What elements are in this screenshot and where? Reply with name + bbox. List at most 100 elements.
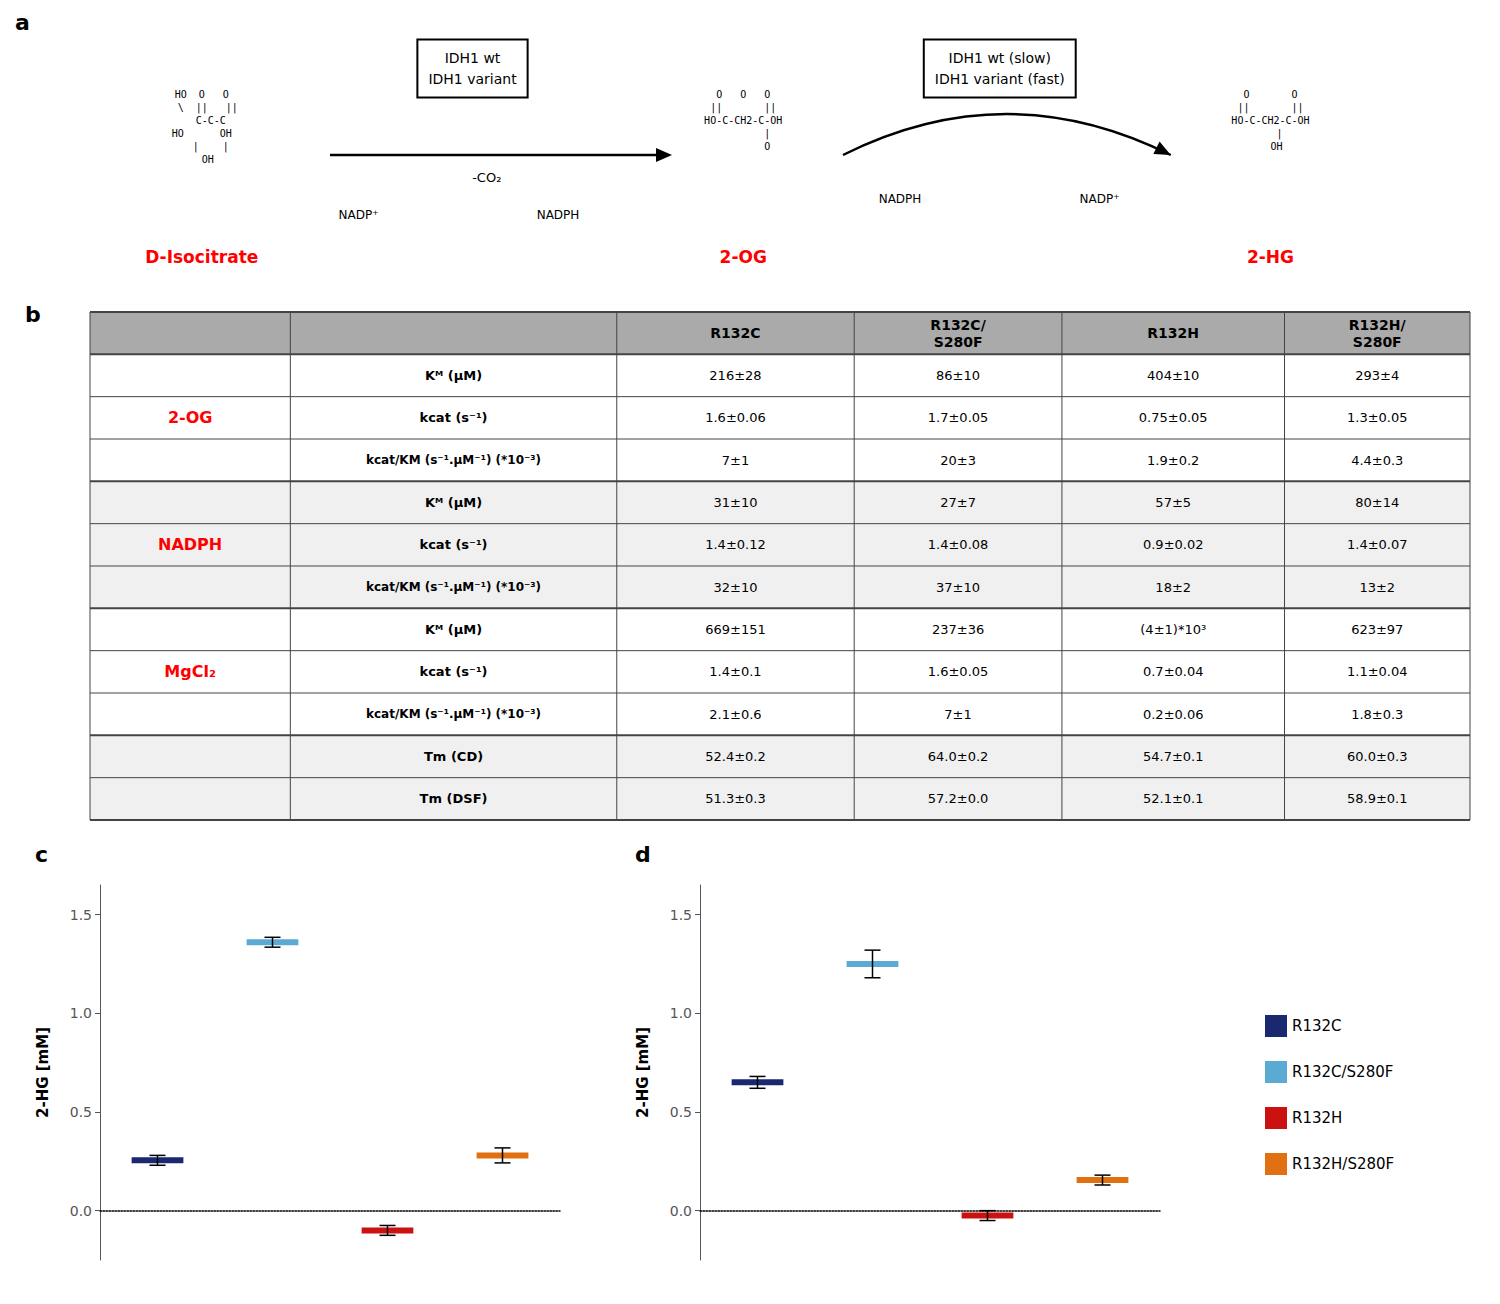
svg-text:4.4±0.3: 4.4±0.3 [1351, 453, 1403, 468]
svg-text:20±3: 20±3 [940, 453, 976, 468]
svg-text:Kᴹ (μM): Kᴹ (μM) [425, 622, 482, 637]
svg-text:R132H/S280F: R132H/S280F [1292, 1155, 1394, 1173]
svg-text:0.0: 0.0 [70, 1203, 92, 1219]
svg-text:27±7: 27±7 [940, 495, 976, 510]
svg-text:O O: O O [1243, 89, 1297, 100]
svg-text:NADP⁺: NADP⁺ [1080, 192, 1120, 206]
svg-text:S280F: S280F [934, 334, 983, 350]
svg-text:0.2±0.06: 0.2±0.06 [1143, 707, 1204, 722]
svg-text:MgCl₂: MgCl₂ [164, 662, 216, 681]
svg-text:HO OH: HO OH [172, 128, 232, 139]
svg-text:HO O O: HO O O [175, 89, 229, 100]
svg-text:57.2±0.0: 57.2±0.0 [928, 791, 989, 806]
svg-text:Tm (DSF): Tm (DSF) [420, 791, 488, 806]
svg-text:R132C/: R132C/ [930, 317, 986, 333]
svg-text:51.3±0.3: 51.3±0.3 [705, 791, 766, 806]
svg-text:52.4±0.2: 52.4±0.2 [705, 749, 766, 764]
svg-text:1.0: 1.0 [70, 1005, 92, 1021]
svg-text:|: | [1258, 128, 1282, 140]
svg-text:216±28: 216±28 [709, 368, 761, 383]
svg-text:293±4: 293±4 [1355, 368, 1399, 383]
svg-text:57±5: 57±5 [1155, 495, 1191, 510]
svg-text:623±97: 623±97 [1351, 622, 1403, 637]
svg-text:OH: OH [1258, 141, 1282, 152]
svg-text:669±151: 669±151 [705, 622, 766, 637]
svg-text:32±10: 32±10 [713, 580, 757, 595]
svg-text:0.9±0.02: 0.9±0.02 [1143, 537, 1204, 552]
svg-text:kcat/KM (s⁻¹.μM⁻¹) (*10⁻³): kcat/KM (s⁻¹.μM⁻¹) (*10⁻³) [366, 453, 541, 467]
svg-text:31±10: 31±10 [713, 495, 757, 510]
svg-text:37±10: 37±10 [936, 580, 980, 595]
svg-text:NADP⁺: NADP⁺ [339, 208, 379, 222]
svg-text:\ || ||: \ || || [166, 102, 238, 114]
svg-text:NADPH: NADPH [537, 208, 580, 222]
svg-text:80±14: 80±14 [1355, 495, 1399, 510]
svg-text:1.4±0.07: 1.4±0.07 [1347, 537, 1408, 552]
svg-text:IDH1 variant (fast): IDH1 variant (fast) [935, 71, 1065, 87]
svg-text:7±1: 7±1 [944, 707, 971, 722]
svg-text:Kᴹ (μM): Kᴹ (μM) [425, 495, 482, 510]
svg-text:2-OG: 2-OG [168, 408, 213, 427]
svg-text:-CO₂: -CO₂ [472, 170, 501, 185]
svg-text:(4±1)*10³: (4±1)*10³ [1140, 622, 1206, 637]
svg-text:86±10: 86±10 [936, 368, 980, 383]
svg-text:1.6±0.06: 1.6±0.06 [705, 410, 766, 425]
svg-text:404±10: 404±10 [1147, 368, 1199, 383]
svg-text:kcat/KM (s⁻¹.μM⁻¹) (*10⁻³): kcat/KM (s⁻¹.μM⁻¹) (*10⁻³) [366, 580, 541, 594]
svg-text:R132C: R132C [710, 325, 760, 341]
svg-text:237±36: 237±36 [932, 622, 984, 637]
svg-text:1.6±0.05: 1.6±0.05 [928, 664, 989, 679]
svg-text:1.8±0.3: 1.8±0.3 [1351, 707, 1403, 722]
svg-text:54.7±0.1: 54.7±0.1 [1143, 749, 1204, 764]
svg-text:2-HG: 2-HG [1247, 247, 1294, 267]
svg-text:1.3±0.05: 1.3±0.05 [1347, 410, 1408, 425]
svg-text:1.1±0.04: 1.1±0.04 [1347, 664, 1408, 679]
svg-text:R132H/: R132H/ [1349, 317, 1407, 333]
svg-text:R132C/S280F: R132C/S280F [1292, 1063, 1393, 1081]
svg-text:1.5: 1.5 [70, 907, 92, 923]
svg-text:kcat (s⁻¹): kcat (s⁻¹) [420, 410, 488, 425]
svg-text:kcat/KM (s⁻¹.μM⁻¹) (*10⁻³): kcat/KM (s⁻¹.μM⁻¹) (*10⁻³) [366, 707, 541, 721]
svg-text:Tm (CD): Tm (CD) [424, 749, 483, 764]
svg-text:7±1: 7±1 [722, 453, 749, 468]
svg-text:|| ||: || || [710, 102, 776, 114]
svg-text:0.75±0.05: 0.75±0.05 [1139, 410, 1208, 425]
svg-text:d: d [635, 842, 651, 867]
svg-text:1.7±0.05: 1.7±0.05 [928, 410, 989, 425]
svg-text:S280F: S280F [1353, 334, 1402, 350]
svg-text:1.5: 1.5 [670, 907, 692, 923]
svg-text:0.7±0.04: 0.7±0.04 [1143, 664, 1204, 679]
svg-text:2-HG [mM]: 2-HG [mM] [34, 1027, 52, 1118]
svg-text:b: b [25, 302, 41, 327]
svg-text:R132C: R132C [1292, 1017, 1342, 1035]
svg-text:1.0: 1.0 [670, 1005, 692, 1021]
svg-text:HO-C-CH2-C-OH: HO-C-CH2-C-OH [704, 115, 782, 126]
svg-text:2-HG [mM]: 2-HG [mM] [634, 1027, 652, 1118]
svg-text:C-C-C: C-C-C [178, 115, 226, 126]
svg-text:60.0±0.3: 60.0±0.3 [1347, 749, 1408, 764]
svg-text:IDH1 wt: IDH1 wt [445, 50, 501, 66]
svg-text:1.4±0.08: 1.4±0.08 [928, 537, 989, 552]
svg-text:1.9±0.2: 1.9±0.2 [1147, 453, 1199, 468]
svg-text:0.5: 0.5 [670, 1104, 692, 1120]
svg-text:O: O [716, 141, 770, 152]
svg-text:64.0±0.2: 64.0±0.2 [928, 749, 989, 764]
svg-text:c: c [35, 842, 48, 867]
svg-text:NADPH: NADPH [158, 535, 222, 554]
svg-text:1.4±0.1: 1.4±0.1 [709, 664, 761, 679]
svg-text:kcat (s⁻¹): kcat (s⁻¹) [420, 537, 488, 552]
svg-text:1.4±0.12: 1.4±0.12 [705, 537, 766, 552]
svg-text:NADPH: NADPH [879, 192, 922, 206]
svg-text:R132H: R132H [1147, 325, 1199, 341]
svg-text:2.1±0.6: 2.1±0.6 [709, 707, 761, 722]
svg-text:13±2: 13±2 [1359, 580, 1395, 595]
svg-text:IDH1 variant: IDH1 variant [428, 71, 517, 87]
svg-text:IDH1 wt (slow): IDH1 wt (slow) [949, 50, 1051, 66]
svg-text:58.9±0.1: 58.9±0.1 [1347, 791, 1408, 806]
svg-text:52.1±0.1: 52.1±0.1 [1143, 791, 1204, 806]
svg-text:| |: | | [175, 141, 229, 153]
svg-text:0.0: 0.0 [670, 1203, 692, 1219]
svg-text:R132H: R132H [1292, 1109, 1342, 1127]
svg-text:D-Isocitrate: D-Isocitrate [145, 247, 258, 267]
svg-text:|: | [716, 128, 770, 140]
